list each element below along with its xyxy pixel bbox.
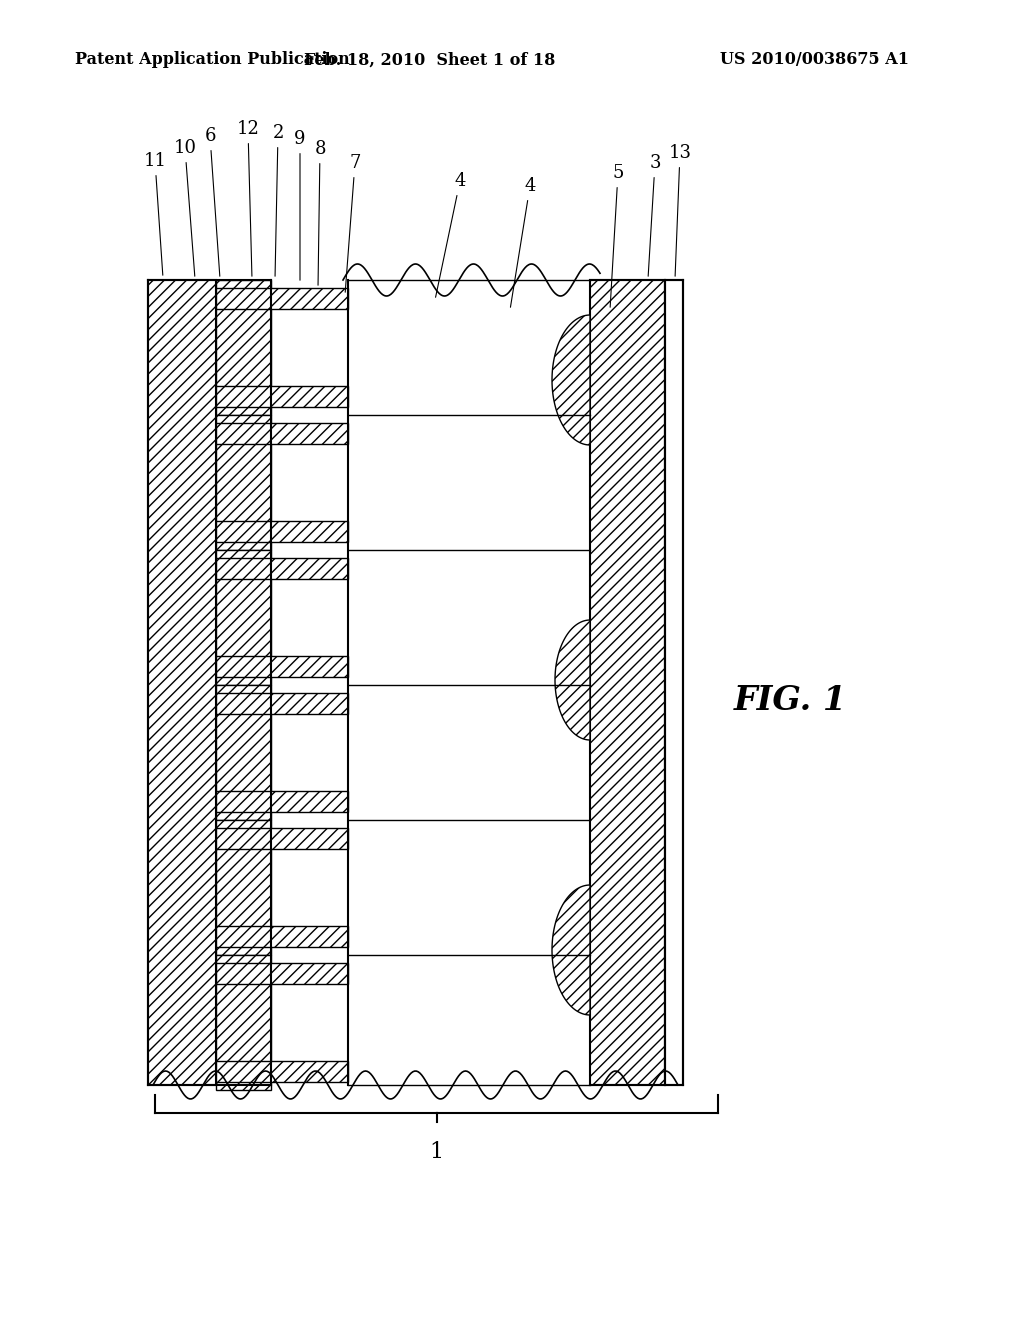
Bar [590, 280, 665, 1085]
Bar [216, 828, 348, 849]
Polygon shape [552, 884, 590, 1015]
Text: 4: 4 [435, 172, 466, 297]
Text: Patent Application Publication: Patent Application Publication [75, 51, 350, 69]
Bar [216, 1061, 348, 1082]
Text: 5: 5 [610, 164, 624, 308]
Text: US 2010/0038675 A1: US 2010/0038675 A1 [720, 51, 909, 69]
Bar [216, 521, 348, 543]
Bar [216, 550, 271, 685]
Bar [216, 656, 348, 677]
Text: 1: 1 [429, 1140, 443, 1163]
Bar [216, 288, 348, 309]
Bar [216, 964, 348, 983]
Text: Feb. 18, 2010  Sheet 1 of 18: Feb. 18, 2010 Sheet 1 of 18 [304, 51, 556, 69]
Bar [216, 558, 348, 579]
Text: 8: 8 [314, 140, 326, 285]
Bar [216, 927, 348, 946]
Polygon shape [552, 315, 590, 445]
Text: FIG. 1: FIG. 1 [733, 684, 847, 717]
Text: 10: 10 [173, 139, 197, 276]
Bar [216, 791, 348, 812]
Bar [665, 280, 683, 1085]
Text: 12: 12 [237, 120, 259, 276]
Bar [148, 280, 216, 1085]
Text: 7: 7 [345, 154, 360, 292]
Text: 3: 3 [648, 154, 660, 276]
Text: 2: 2 [272, 124, 284, 276]
Bar [216, 385, 348, 407]
Bar [216, 414, 271, 550]
Bar [216, 280, 271, 414]
Bar [216, 685, 271, 820]
Text: 4: 4 [510, 177, 536, 308]
Bar [216, 954, 271, 1090]
Text: 6: 6 [204, 127, 220, 276]
Text: 11: 11 [143, 152, 167, 276]
Bar [216, 820, 271, 954]
Text: 13: 13 [669, 144, 691, 276]
Bar [216, 693, 348, 714]
Polygon shape [555, 620, 590, 741]
Text: 9: 9 [294, 129, 306, 280]
Bar [216, 422, 348, 444]
